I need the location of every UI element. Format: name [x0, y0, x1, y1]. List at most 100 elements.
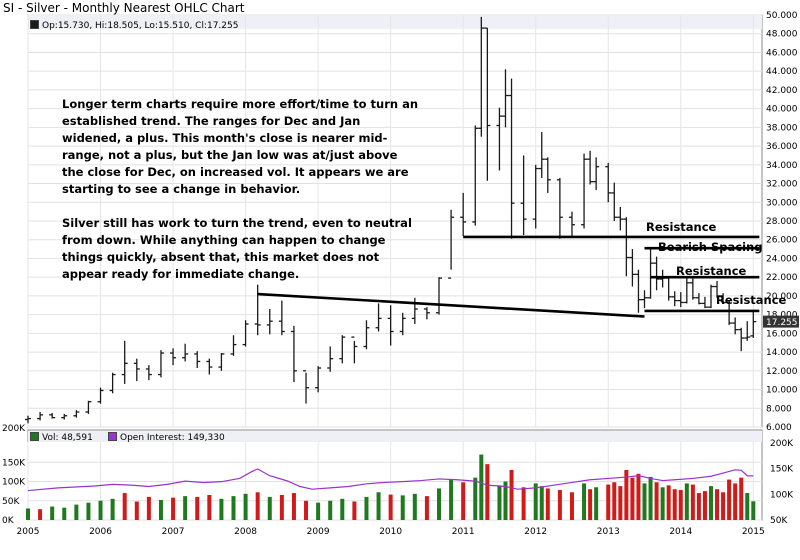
volume-bar — [195, 496, 200, 520]
volume-bar — [461, 482, 466, 520]
volume-bar — [424, 496, 429, 520]
volume-bar — [388, 494, 393, 520]
volume-bar — [533, 483, 538, 520]
x-tick-label: 2010 — [379, 527, 402, 537]
x-tick-label: 2007 — [162, 527, 185, 537]
volume-bar — [696, 493, 701, 520]
volume-bar — [158, 499, 163, 520]
open-interest-line — [27, 468, 754, 492]
long-term-support-line — [257, 292, 645, 318]
volume-bar — [255, 492, 260, 520]
price-tick-label: 42.000 — [766, 86, 798, 96]
volume-bar — [654, 482, 659, 520]
price-tick-label: 36.000 — [766, 142, 798, 152]
volume-left-tick-label: 150K — [2, 458, 26, 468]
x-tick-label: 2014 — [669, 527, 692, 537]
volume-bar — [642, 483, 647, 520]
volume-bar — [503, 481, 508, 520]
bearish-spacing-label: Bearish Spacing — [658, 240, 763, 254]
volume-bar — [316, 502, 321, 520]
price-tick-label: 28.000 — [766, 217, 798, 227]
volume-bar — [437, 488, 442, 520]
volume-bar — [400, 495, 405, 520]
volume-left-tick-label: 100K — [2, 478, 26, 488]
x-tick-label: 2015 — [742, 527, 765, 537]
price-tick-label: 46.000 — [766, 48, 798, 58]
volume-bar — [509, 469, 514, 520]
x-tick-label: 2005 — [17, 527, 40, 537]
open-interest-legend: Open Interest: 149,330 — [108, 432, 225, 443]
volume-bar — [678, 489, 683, 520]
volume-bar — [660, 487, 665, 520]
legend-strip — [28, 16, 762, 29]
price-tick-label: 30.000 — [766, 198, 798, 208]
last-price-tag — [763, 315, 799, 328]
volume-right-tick-label: 100K — [770, 490, 794, 500]
volume-bar — [521, 487, 526, 520]
volume-bar — [291, 493, 296, 520]
volume-bar — [630, 477, 635, 520]
volume-bar — [684, 483, 689, 520]
volume-bar — [594, 487, 599, 520]
volume-bar — [751, 501, 756, 520]
volume-bar — [231, 496, 236, 520]
commentary-text: Longer term charts require more effort/t… — [62, 96, 422, 300]
x-tick-label: 2009 — [307, 527, 330, 537]
volume-bar — [497, 485, 502, 520]
volume-bar — [171, 497, 176, 520]
volume-bar — [62, 507, 67, 520]
volume-bar — [304, 500, 309, 520]
ohlc-legend: Op:15.730, Hi:18.505, Lo:15.510, Cl:17.2… — [30, 20, 238, 31]
chart-title: SI - Silver - Monthly Nearest OHLC Chart — [3, 1, 245, 15]
volume-bar — [672, 489, 677, 520]
ohlc-readout: Op:15.730, Hi:18.505, Lo:15.510, Cl:17.2… — [42, 21, 239, 31]
price-tick-label: 16.000 — [766, 329, 798, 339]
volume-bar — [708, 486, 713, 520]
volume-bar — [352, 501, 357, 520]
x-tick-label: 2008 — [234, 527, 257, 537]
volume-bar — [479, 454, 484, 520]
price-tick-label: 44.000 — [766, 67, 798, 77]
price-tick-label: 12.000 — [766, 367, 798, 377]
volume-right-tick-label: 200K — [770, 439, 794, 449]
volume-bar — [74, 504, 79, 520]
price-tick-label: 24.000 — [766, 254, 798, 264]
commentary-paragraph-2: Silver still has work to turn the trend,… — [62, 216, 412, 281]
volume-bar — [98, 500, 103, 520]
price-tick-label: 26.000 — [766, 236, 798, 246]
resistance-label-2: Resistance — [676, 264, 747, 278]
volume-bar — [473, 477, 478, 520]
price-tick-label: 34.000 — [766, 161, 798, 171]
resistance-label-1: Resistance — [646, 220, 717, 234]
resistance-label-3: Resistance — [716, 293, 787, 307]
volume-bar — [364, 496, 369, 520]
volume-bar — [745, 493, 750, 520]
x-tick-label: 2011 — [452, 527, 475, 537]
volume-bar — [569, 492, 574, 520]
volume-bar — [207, 494, 212, 520]
x-tick-label: 2006 — [89, 527, 112, 537]
price-tick-label: 32.000 — [766, 180, 798, 190]
volume-bar — [690, 484, 695, 520]
volume-bar — [26, 508, 30, 520]
volume-bar — [606, 484, 611, 520]
price-tick-label: 50.000 — [766, 11, 798, 21]
last-price-label: 17.255 — [766, 318, 798, 328]
volume-bar — [588, 489, 593, 520]
volume-bar — [110, 498, 115, 520]
volume-bar — [376, 492, 381, 520]
price-tick-label: 10.000 — [766, 386, 798, 396]
price-tick-label: 40.000 — [766, 105, 798, 115]
volume-bar — [618, 486, 623, 520]
x-tick-label: 2013 — [597, 527, 620, 537]
volume-bar — [219, 498, 224, 520]
volume-bar — [702, 491, 707, 520]
volume-bar — [739, 477, 744, 520]
volume-bar — [721, 492, 726, 520]
volume-left-tick-label: 50K — [2, 497, 20, 507]
volume-bar — [38, 509, 43, 520]
volume-bar — [340, 498, 345, 520]
ohlc-swatch — [30, 20, 39, 29]
volume-bar — [539, 486, 544, 520]
